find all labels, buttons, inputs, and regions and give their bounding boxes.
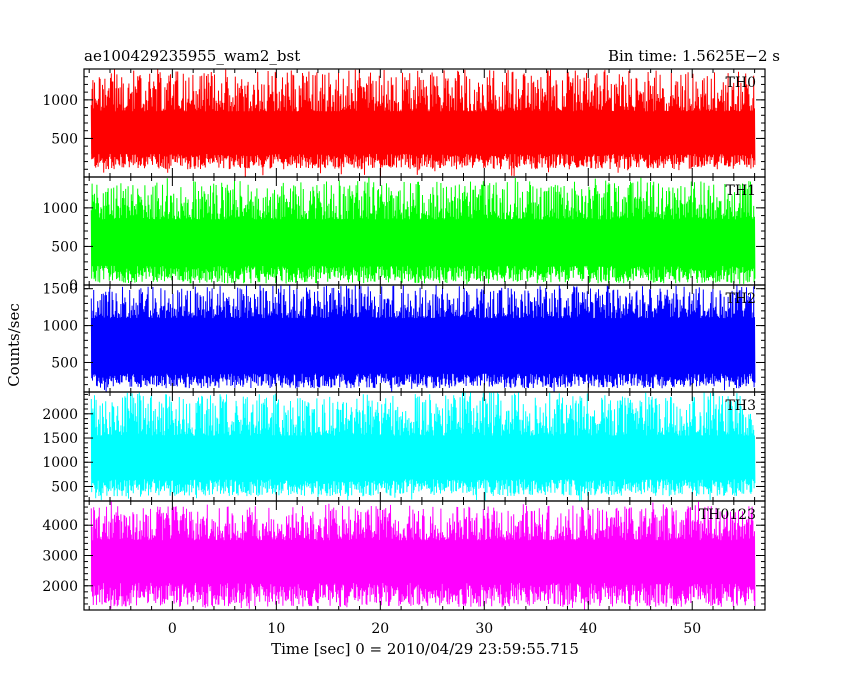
- y-tick-label: 500: [51, 131, 78, 147]
- y-tick-label: 500: [51, 479, 78, 495]
- y-tick-label: 1000: [42, 319, 78, 335]
- x-tick-label: 50: [683, 621, 701, 637]
- x-tick-label: 10: [267, 621, 285, 637]
- panel-label-th0: TH0: [726, 75, 756, 91]
- panel-th0123: 2000 3000 4000 TH0123: [42, 500, 766, 611]
- y-tick-label: 1500: [42, 431, 78, 447]
- panel-label-th3: TH3: [726, 398, 756, 414]
- panel-th2: 500 1000 1500 TH2: [42, 282, 766, 393]
- y-tick-label: 0: [69, 278, 78, 294]
- x-tick-label: 0: [168, 621, 177, 637]
- x-tick-label: 40: [579, 621, 597, 637]
- y-axis-label: Counts/sec: [5, 303, 23, 387]
- x-tick-label: 30: [475, 621, 493, 637]
- y-tick-label: 3000: [42, 549, 78, 565]
- y-tick-label: 1000: [42, 201, 78, 217]
- x-axis-label: Time [sec] 0 = 2010/04/29 23:59:55.715: [271, 640, 579, 658]
- y-tick-label: 500: [51, 355, 78, 371]
- series-core-th3: [91, 435, 755, 480]
- y-tick-label: 1000: [42, 455, 78, 471]
- y-tick-label: 4000: [42, 518, 78, 534]
- y-tick-label: 500: [51, 239, 78, 255]
- panel-th0: 500 1000 TH0: [42, 68, 766, 178]
- series-core-th0: [91, 111, 755, 154]
- y-tick-label: 1500: [42, 282, 78, 298]
- panel-stack: 500 1000 TH0 0 500 1000 TH1 500 1000 1500 TH2 500 10…: [42, 68, 766, 611]
- plot-title-left: ae100429235955_wam2_bst: [84, 47, 300, 65]
- panel-th3: 500 1000 1500 2000 TH3: [42, 391, 766, 502]
- series-core-th0123: [91, 540, 755, 583]
- plot-title-right: Bin time: 1.5625E−2 s: [608, 47, 780, 65]
- panel-th1: 0 500 1000 TH1: [42, 176, 766, 294]
- panel-label-th0123: TH0123: [699, 507, 756, 523]
- panel-label-th1: TH1: [726, 183, 756, 199]
- panel-label-th2: TH2: [726, 291, 756, 307]
- x-axis: 0 10 20 30 40 50: [168, 621, 701, 637]
- y-tick-label: 2000: [42, 579, 78, 595]
- y-tick-label: 2000: [42, 407, 78, 423]
- series-core-th2: [91, 318, 755, 374]
- y-tick-label: 1000: [42, 93, 78, 109]
- x-tick-label: 20: [371, 621, 389, 637]
- series-core-th1: [91, 219, 755, 266]
